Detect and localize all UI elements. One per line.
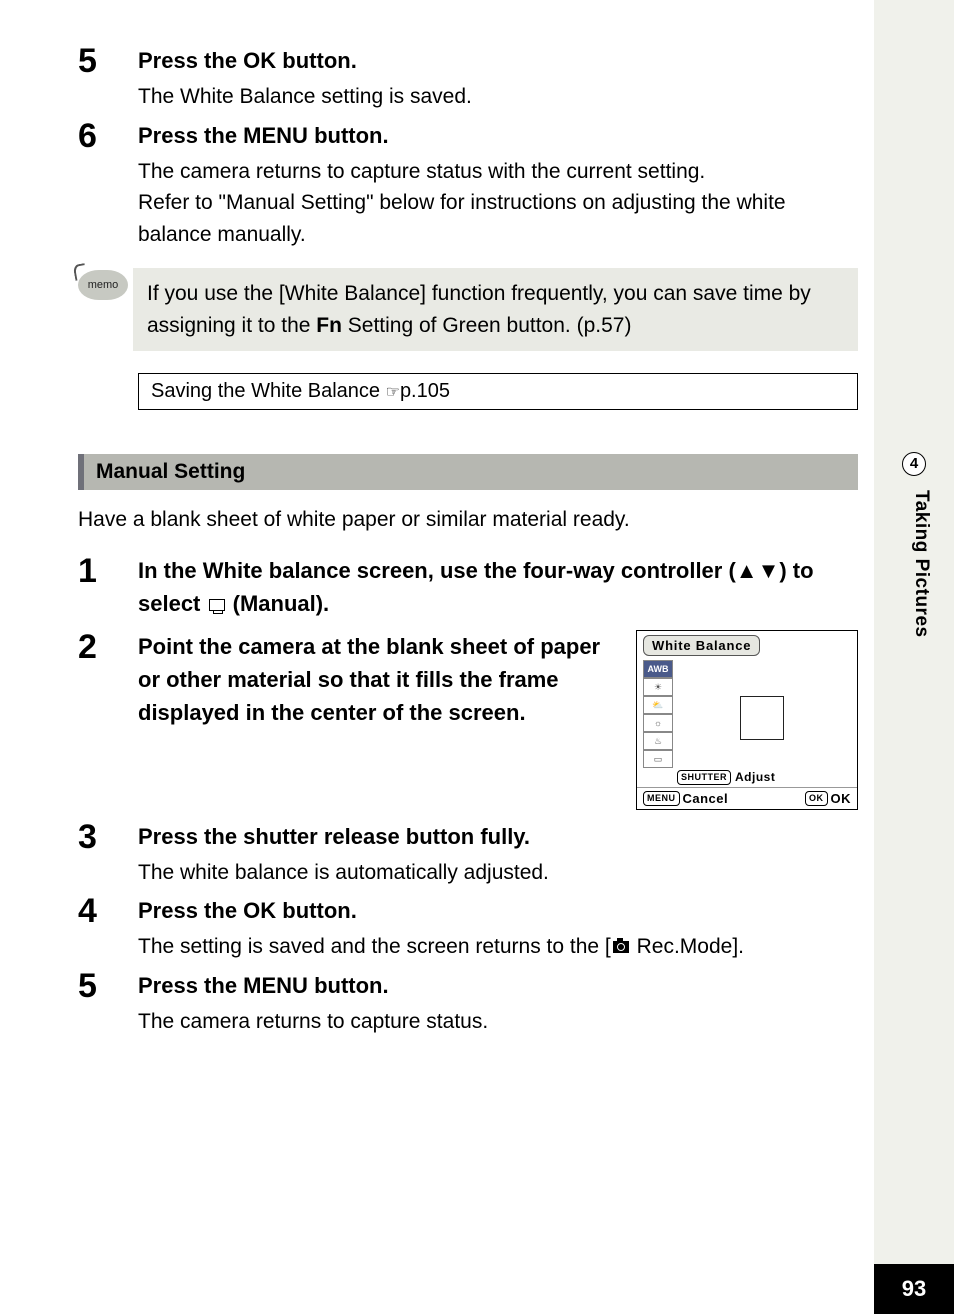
cross-reference-box: Saving the White Balance ☞p.105: [138, 373, 858, 410]
wb-icon-tungsten: ☼: [643, 714, 673, 732]
lcd-screenshot: White Balance AWB ☀ ⛅ ☼ ♨ ▭: [636, 630, 858, 810]
heading-text: button.: [308, 123, 389, 148]
page: 4 Taking Pictures 93 5 Press the OK butt…: [0, 0, 954, 1314]
memo-text: If you use the [White Balance] function …: [133, 268, 858, 351]
shutter-pill-icon: SHUTTER: [677, 770, 731, 785]
ok-button-label: OK: [243, 898, 276, 923]
step-6: 6 Press the MENU button. The camera retu…: [78, 119, 858, 251]
ok-button-label: OK: [243, 48, 276, 73]
wb-icon-awb: AWB: [643, 660, 673, 678]
step-heading: Point the camera at the blank sheet of p…: [138, 630, 618, 729]
memo-icon: memo: [78, 270, 133, 300]
menu-button-label: MENU: [243, 973, 308, 998]
manual-step-5: 5 Press the MENU button. The camera retu…: [78, 969, 858, 1038]
body-text-part: The setting is saved and the screen retu…: [138, 935, 611, 958]
step-heading: Press the OK button.: [138, 44, 858, 77]
step-number: 5: [78, 969, 138, 1038]
step-body-text: The camera returns to capture status.: [138, 1006, 858, 1038]
wb-icon-daylight: ☀: [643, 678, 673, 696]
step-body-text: The White Balance setting is saved.: [138, 81, 858, 113]
step-heading: Press the MENU button.: [138, 119, 858, 152]
wb-icon-shade: ⛅: [643, 696, 673, 714]
step-heading: Press the shutter release button fully.: [138, 820, 858, 853]
heading-text: button.: [308, 973, 389, 998]
menu-pill-icon: MENU: [643, 791, 680, 806]
memo-text-part: Setting of Green button. (p.57): [342, 314, 632, 337]
step-body-text: The camera returns to capture status wit…: [138, 156, 858, 251]
side-tab-strip: 4 Taking Pictures 93: [874, 0, 954, 1314]
step-body-text: The setting is saved and the screen retu…: [138, 931, 858, 963]
wb-icon-column: AWB ☀ ⛅ ☼ ♨ ▭: [643, 660, 673, 768]
page-number: 93: [874, 1264, 954, 1314]
heading-text: Press the: [138, 898, 243, 923]
section-intro: Have a blank sheet of white paper or sim…: [78, 504, 858, 536]
step-heading: Press the OK button.: [138, 894, 858, 927]
step-body-text: The white balance is automatically adjus…: [138, 857, 858, 889]
memo-bubble-icon: memo: [78, 270, 128, 300]
cancel-label: Cancel: [683, 791, 729, 806]
ok-pill-icon: OK: [805, 791, 828, 806]
body-text-part: Rec.Mode].: [631, 935, 744, 958]
step-number: 3: [78, 820, 138, 889]
main-content: 5 Press the OK button. The White Balance…: [78, 44, 858, 1043]
pointer-icon: ☞: [386, 384, 400, 401]
lcd-title: White Balance: [643, 635, 760, 656]
step-number: 1: [78, 554, 138, 624]
section-heading: Manual Setting: [78, 454, 858, 490]
chapter-title: Taking Pictures: [910, 490, 932, 638]
manual-step-3: 3 Press the shutter release button fully…: [78, 820, 858, 889]
step-5: 5 Press the OK button. The White Balance…: [78, 44, 858, 113]
heading-text: Press the: [138, 973, 243, 998]
wb-target-frame: [740, 696, 784, 740]
menu-button-label: MENU: [243, 123, 308, 148]
step-number: 5: [78, 44, 138, 113]
manual-step-2-row: 2 Point the camera at the blank sheet of…: [78, 630, 858, 810]
heading-text: button.: [276, 48, 357, 73]
manual-step-4: 4 Press the OK button. The setting is sa…: [78, 894, 858, 963]
wb-icon-fluorescent: ♨: [643, 732, 673, 750]
heading-text: button.: [276, 898, 357, 923]
camera-icon: [613, 941, 629, 953]
reference-page: p.105: [400, 380, 450, 402]
step-number: 6: [78, 119, 138, 251]
wb-icon-manual: ▭: [643, 750, 673, 768]
reference-text: Saving the White Balance: [151, 380, 386, 402]
step-number: 2: [78, 630, 138, 664]
adjust-label: Adjust: [735, 770, 775, 784]
step-heading: In the White balance screen, use the fou…: [138, 554, 858, 620]
step-heading: Press the MENU button.: [138, 969, 858, 1002]
step-number: 4: [78, 894, 138, 963]
heading-text: Press the: [138, 123, 243, 148]
ok-label: OK: [831, 791, 852, 806]
heading-text: (Manual).: [227, 591, 330, 616]
chapter-number-badge: 4: [902, 452, 926, 476]
memo-block: memo If you use the [White Balance] func…: [78, 268, 858, 351]
manual-wb-icon: [209, 599, 225, 611]
heading-text: Press the: [138, 48, 243, 73]
fn-button-label: Fn: [316, 314, 342, 337]
manual-step-1: 1 In the White balance screen, use the f…: [78, 554, 858, 624]
